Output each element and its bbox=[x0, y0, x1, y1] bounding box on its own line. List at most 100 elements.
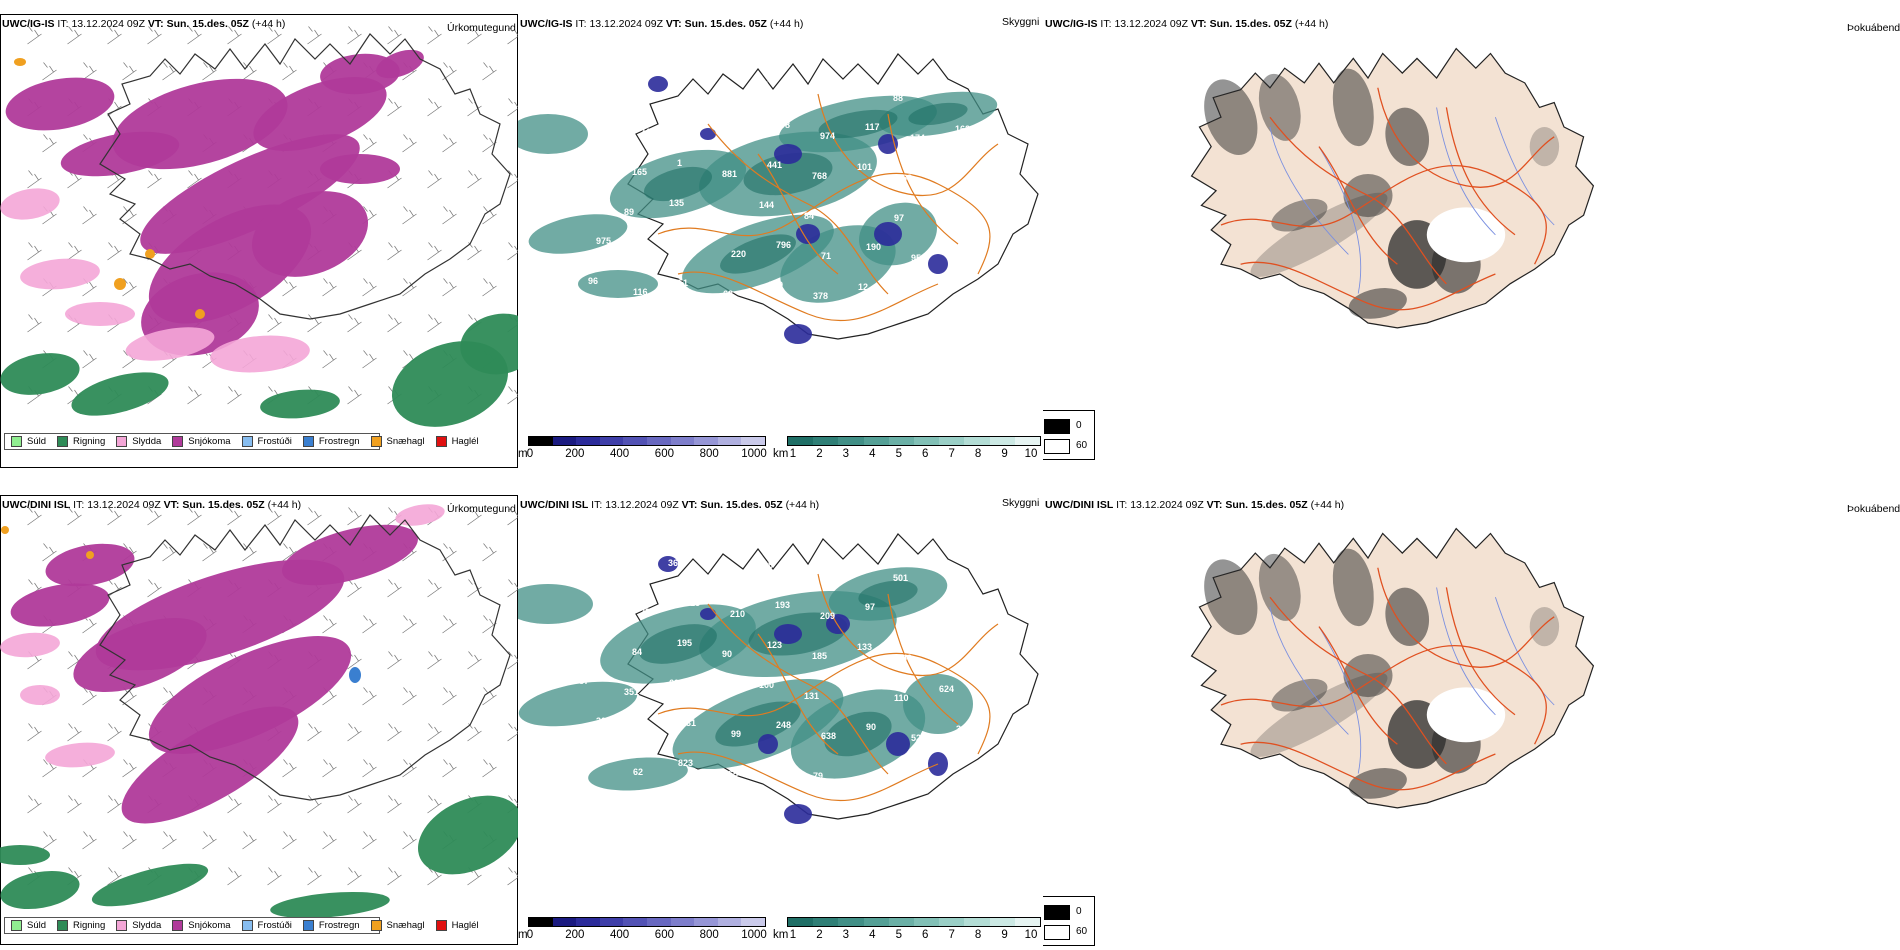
model-name: UWC/DINI ISL bbox=[2, 499, 71, 511]
ceiling-label: 909 bbox=[623, 87, 638, 97]
colorbar-segment bbox=[863, 918, 889, 926]
valid-time: Sun. 15.des. 05Z bbox=[1225, 499, 1308, 511]
ceiling-label: 249 bbox=[640, 127, 655, 137]
wind-barb bbox=[67, 242, 82, 261]
panel-title: Úrkomutegund bbox=[447, 22, 516, 34]
wind-barb bbox=[267, 26, 282, 45]
colorbar-segment bbox=[888, 918, 915, 926]
fog-legend-label: 60 bbox=[1076, 440, 1088, 451]
wind-barb bbox=[387, 795, 402, 814]
wind-barb bbox=[67, 507, 82, 526]
init-time: 13.12.2024 09Z bbox=[87, 499, 161, 511]
legend-item: Haglél bbox=[435, 920, 479, 931]
legend-swatch bbox=[11, 920, 22, 931]
wind-barb bbox=[427, 795, 442, 814]
colorbar-tick: 1000 bbox=[741, 929, 767, 941]
ceiling-label: 193 bbox=[775, 600, 790, 610]
low-visibility-area bbox=[518, 584, 593, 624]
fog-area bbox=[1332, 548, 1374, 627]
ceiling-label: 965 bbox=[723, 769, 738, 779]
init-time: 13.12.2024 09Z bbox=[1114, 18, 1188, 30]
colorbar-segment bbox=[989, 437, 1015, 445]
wind-barb bbox=[122, 759, 137, 778]
legend-item: Snjókoma bbox=[172, 920, 231, 931]
wind-barb bbox=[507, 507, 518, 526]
wind-barb bbox=[347, 386, 362, 405]
colorbar-tick: 7 bbox=[948, 448, 955, 460]
lead-time: (+44 h) bbox=[267, 499, 302, 511]
low-ceiling-area bbox=[878, 134, 898, 154]
valid-label: VT: bbox=[681, 499, 698, 511]
ceiling-label: 58 bbox=[714, 209, 724, 219]
ceiling-label: 985 bbox=[848, 562, 863, 572]
snow-area bbox=[282, 524, 418, 586]
panel-title: Úrkomutegund bbox=[447, 503, 516, 515]
wind-barb bbox=[162, 543, 177, 562]
legend-item: Frostregn bbox=[302, 436, 360, 447]
snow-area bbox=[73, 618, 207, 692]
colorbar-segment bbox=[888, 437, 915, 445]
ceiling-label: 351 bbox=[624, 687, 639, 697]
legend-item: Snjókoma bbox=[172, 436, 231, 447]
ceiling-label: 823 bbox=[678, 758, 693, 768]
ceiling-label: 571 bbox=[588, 756, 603, 766]
wind-barb bbox=[362, 687, 377, 706]
wind-barb bbox=[387, 26, 402, 45]
colorbar-segment bbox=[646, 437, 671, 445]
colorbar-segment bbox=[599, 918, 624, 926]
precip-map bbox=[0, 26, 518, 427]
wind-barb bbox=[402, 687, 417, 706]
legend-swatch bbox=[435, 920, 447, 931]
wind-barb bbox=[42, 62, 57, 81]
wind-barb bbox=[162, 831, 177, 850]
road-line bbox=[757, 153, 839, 275]
colorbar-segment bbox=[646, 918, 671, 926]
ceiling-label: 79 bbox=[813, 771, 823, 781]
wind-barb bbox=[267, 867, 282, 886]
panel-header: UWC/DINI ISL IT: 13.12.2024 09Z VT: Sun.… bbox=[1045, 499, 1344, 511]
wind-barb bbox=[187, 507, 202, 526]
valid-time: Sun. 15.des. 05Z bbox=[684, 18, 767, 30]
init-label: IT: bbox=[1100, 18, 1112, 30]
wind-barb bbox=[387, 314, 402, 333]
ceiling-label: 40 bbox=[902, 653, 912, 663]
colorbar-segment bbox=[576, 437, 600, 445]
road-line bbox=[817, 573, 999, 677]
wind-barb bbox=[507, 579, 518, 598]
ceiling-label: 174 bbox=[910, 133, 925, 143]
wind-barb bbox=[42, 759, 57, 778]
panel-header: UWC/IG-IS IT: 13.12.2024 09Z VT: Sun. 15… bbox=[520, 18, 803, 30]
valid-time: Sun. 15.des. 05Z bbox=[1209, 18, 1292, 30]
ceiling-label: 373 bbox=[768, 760, 783, 770]
legend-swatch bbox=[302, 436, 314, 447]
wind-barb bbox=[67, 723, 82, 742]
model-name: UWC/IG-IS bbox=[1045, 18, 1098, 30]
wind-barb bbox=[322, 278, 337, 297]
ceiling-label: 209 bbox=[820, 611, 835, 621]
visibility-map: 427 441 369 826 448 240 985 501 355 987 230 413 210 1… bbox=[518, 533, 1039, 824]
ceiling-label: 413 bbox=[685, 598, 700, 608]
ceiling-label: 141 bbox=[947, 644, 962, 654]
legend-swatch bbox=[302, 920, 314, 931]
wind-barb bbox=[27, 314, 42, 333]
wind-barb bbox=[42, 831, 57, 850]
ceiling-label: 230 bbox=[640, 607, 655, 617]
ceiling-label: 768 bbox=[812, 171, 827, 181]
ceiling-label: 100 bbox=[759, 680, 774, 690]
legend-swatch bbox=[116, 920, 128, 931]
valid-label: VT: bbox=[665, 18, 682, 30]
colorbar-segment bbox=[670, 918, 695, 926]
wind-barb bbox=[27, 170, 42, 189]
wind-barb bbox=[467, 170, 482, 189]
visibility-colorbar-strip bbox=[787, 917, 1041, 927]
colorbar-tick: 5 bbox=[895, 929, 902, 941]
precip-type-panel-bottom: UWC/DINI ISL IT: 13.12.2024 09Z VT: Sun.… bbox=[0, 480, 520, 950]
colorbar-tick: 1 bbox=[789, 929, 797, 941]
wind-barb bbox=[467, 242, 482, 261]
legend-swatch bbox=[370, 436, 382, 447]
wind-barb bbox=[267, 314, 282, 333]
low-ceiling-area bbox=[758, 734, 778, 754]
ceiling-label: 220 bbox=[731, 249, 746, 259]
legend-label: Snjókoma bbox=[188, 436, 231, 447]
colorbar-segment bbox=[989, 918, 1015, 926]
